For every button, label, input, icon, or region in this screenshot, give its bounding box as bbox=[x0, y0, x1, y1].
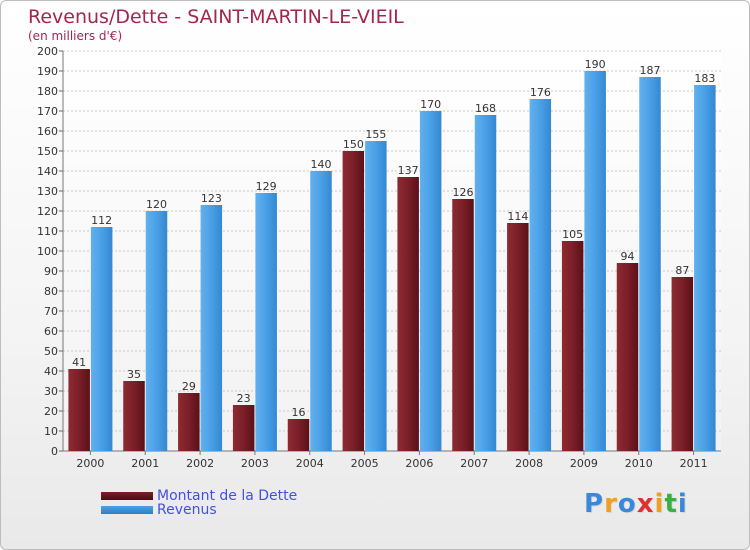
bar-debt bbox=[671, 277, 694, 451]
y-tick-label: 50 bbox=[44, 345, 58, 358]
legend-item-debt: Montant de la Dette bbox=[101, 488, 297, 504]
y-tick-label: 0 bbox=[51, 445, 58, 458]
data-label-revenue: 140 bbox=[311, 158, 332, 171]
y-tick-label: 140 bbox=[37, 165, 58, 178]
data-label-revenue: 120 bbox=[146, 198, 167, 211]
data-label-debt: 114 bbox=[507, 210, 528, 223]
x-tick-label: 2006 bbox=[405, 457, 433, 470]
y-tick-label: 90 bbox=[44, 265, 58, 278]
bar-debt bbox=[287, 419, 310, 451]
data-label-debt: 16 bbox=[292, 406, 306, 419]
data-label-debt: 35 bbox=[127, 368, 141, 381]
y-tick-label: 150 bbox=[37, 145, 58, 158]
y-tick-label: 170 bbox=[37, 105, 58, 118]
data-label-debt: 126 bbox=[453, 186, 474, 199]
bar-revenue bbox=[694, 85, 716, 451]
bar-debt bbox=[397, 177, 419, 451]
y-tick-label: 130 bbox=[37, 185, 58, 198]
y-tick-label: 30 bbox=[44, 385, 58, 398]
logo-letter: i bbox=[654, 489, 665, 519]
x-tick-label: 2011 bbox=[680, 457, 708, 470]
bar-debt bbox=[452, 199, 474, 451]
bar-debt bbox=[68, 369, 90, 451]
bar-debt bbox=[232, 405, 255, 451]
y-tick-label: 40 bbox=[44, 365, 58, 378]
y-tick-label: 190 bbox=[37, 65, 58, 78]
x-tick-label: 2008 bbox=[515, 457, 543, 470]
logo-letter: r bbox=[604, 489, 618, 519]
data-label-revenue: 183 bbox=[694, 72, 715, 85]
logo-letter: i bbox=[677, 489, 688, 519]
y-tick-label: 160 bbox=[37, 125, 58, 138]
y-tick-label: 110 bbox=[37, 225, 58, 238]
bar-revenue bbox=[310, 171, 332, 451]
data-label-revenue: 155 bbox=[365, 128, 386, 141]
data-label-debt: 87 bbox=[675, 264, 689, 277]
data-label-revenue: 187 bbox=[640, 64, 661, 77]
legend-swatch-revenue bbox=[101, 506, 153, 514]
data-label-debt: 94 bbox=[621, 250, 635, 263]
y-tick-label: 10 bbox=[44, 425, 58, 438]
x-tick-label: 2005 bbox=[351, 457, 379, 470]
proxiti-logo: Proxiti bbox=[584, 489, 688, 519]
data-label-debt: 150 bbox=[343, 138, 364, 151]
x-tick-label: 2009 bbox=[570, 457, 598, 470]
logo-letter: P bbox=[584, 489, 605, 519]
data-label-revenue: 129 bbox=[256, 180, 277, 193]
y-tick-label: 180 bbox=[37, 85, 58, 98]
bar-revenue bbox=[584, 71, 606, 451]
data-label-debt: 137 bbox=[398, 164, 419, 177]
bar-debt bbox=[178, 393, 200, 451]
bar-debt bbox=[507, 223, 529, 451]
x-tick-label: 2010 bbox=[625, 457, 653, 470]
x-tick-label: 2002 bbox=[186, 457, 214, 470]
y-tick-label: 70 bbox=[44, 305, 58, 318]
y-tick-label: 200 bbox=[37, 45, 58, 58]
data-label-revenue: 176 bbox=[530, 86, 551, 99]
bar-debt bbox=[342, 151, 365, 451]
x-tick-label: 2000 bbox=[76, 457, 104, 470]
y-tick-label: 60 bbox=[44, 325, 58, 338]
bar-debt bbox=[616, 263, 639, 451]
x-tick-label: 2007 bbox=[460, 457, 488, 470]
bar-revenue bbox=[474, 115, 497, 451]
data-label-debt: 41 bbox=[72, 356, 86, 369]
legend-swatch-debt bbox=[101, 492, 153, 500]
legend-label-revenue: Revenus bbox=[157, 502, 217, 518]
x-tick-label: 2004 bbox=[296, 457, 324, 470]
y-tick-label: 100 bbox=[37, 245, 58, 258]
bar-revenue bbox=[145, 211, 168, 451]
bar-revenue bbox=[90, 227, 113, 451]
bar-revenue bbox=[529, 99, 552, 451]
logo-letter: t bbox=[664, 489, 678, 519]
bar-revenue bbox=[365, 141, 387, 451]
bar-debt bbox=[123, 381, 145, 451]
bar-debt bbox=[561, 241, 584, 451]
legend-label-debt: Montant de la Dette bbox=[157, 488, 298, 504]
bar-revenue bbox=[200, 205, 223, 451]
chart-subtitle: (en milliers d'€) bbox=[28, 29, 123, 43]
data-label-revenue: 123 bbox=[201, 192, 222, 205]
bar-revenue bbox=[639, 77, 661, 451]
data-label-debt: 29 bbox=[182, 380, 196, 393]
y-tick-label: 20 bbox=[44, 405, 58, 418]
data-label-revenue: 168 bbox=[475, 102, 496, 115]
data-label-revenue: 112 bbox=[91, 214, 112, 227]
y-tick-label: 120 bbox=[37, 205, 58, 218]
chart-title: Revenus/Dette - SAINT-MARTIN-LE-VIEIL bbox=[28, 6, 404, 28]
bar-revenue bbox=[255, 193, 277, 451]
logo-letter: o bbox=[617, 489, 637, 519]
logo-letter: x bbox=[636, 489, 655, 519]
data-label-debt: 105 bbox=[562, 228, 583, 241]
data-label-debt: 23 bbox=[237, 392, 251, 405]
x-tick-label: 2003 bbox=[241, 457, 269, 470]
x-tick-label: 2001 bbox=[131, 457, 159, 470]
bar-revenue bbox=[419, 111, 442, 451]
data-label-revenue: 190 bbox=[585, 58, 606, 71]
data-label-revenue: 170 bbox=[420, 98, 441, 111]
y-tick-label: 80 bbox=[44, 285, 58, 298]
legend-item-revenue: Revenus bbox=[101, 502, 217, 518]
